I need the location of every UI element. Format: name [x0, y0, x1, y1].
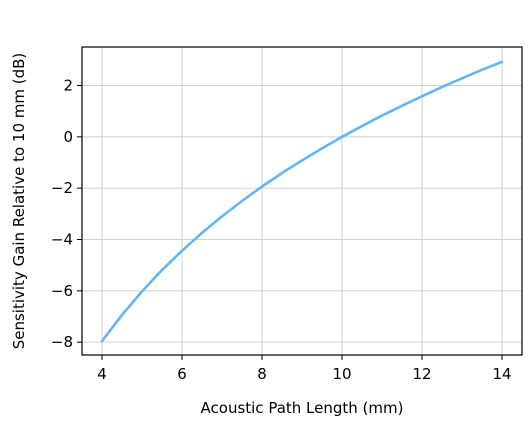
- ticks: 4 6 8 10 12 14 −8 −6 −4 −2 0 2: [51, 77, 512, 384]
- y-tick-label: 0: [63, 128, 73, 146]
- x-tick-label: 14: [492, 365, 511, 383]
- x-axis-label: Acoustic Path Length (mm): [201, 399, 404, 417]
- series-line: [100, 60, 504, 343]
- y-axis-label: Sensitivity Gain Relative to 10 mm (dB): [10, 53, 28, 350]
- y-tick-label: −8: [51, 333, 73, 351]
- x-tick-label: 10: [332, 365, 351, 383]
- x-tick-label: 12: [412, 365, 431, 383]
- y-tick-label: 2: [63, 77, 73, 95]
- y-tick-label: −2: [51, 179, 73, 197]
- plot-frame: [81, 46, 523, 356]
- series-layer: [100, 60, 504, 343]
- y-tick-label: −6: [51, 282, 73, 300]
- grid: [82, 47, 522, 355]
- x-tick-label: 8: [257, 365, 267, 383]
- x-tick-label: 6: [177, 365, 187, 383]
- y-tick-label: −4: [51, 231, 73, 249]
- x-tick-label: 4: [97, 365, 107, 383]
